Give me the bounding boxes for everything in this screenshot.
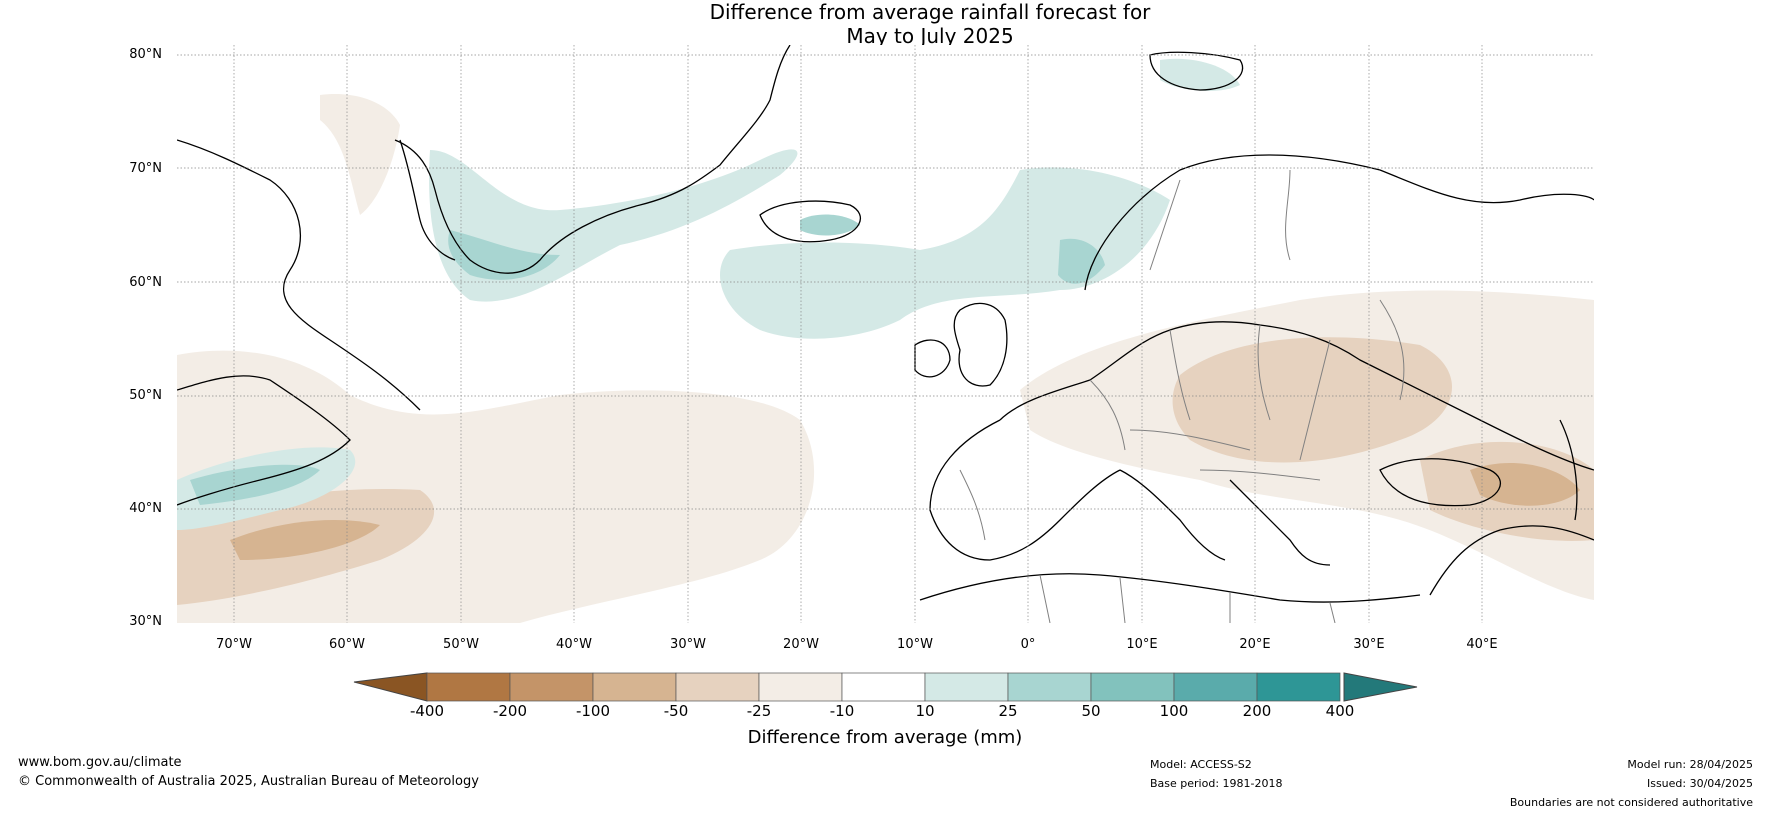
lon-label-40e: 40°E [1466,637,1498,652]
coastline-middle-east [1429,525,1594,596]
coastline-baffin [177,139,421,411]
lat-label-60n: 60°N [129,275,162,290]
footer-website: www.bom.gov.au/climate [18,755,182,770]
lat-label-40n: 40°N [129,501,162,516]
colorbar-tick-25: 25 [998,702,1018,720]
colorbar-cell [1090,672,1175,702]
wet-anomaly-norway-core [1058,238,1105,284]
border-east-europe [1299,339,1331,461]
colorbar-low-extension [353,672,428,702]
colorbar-tick-minus-25: -25 [746,702,772,720]
lon-label-10w: 10°W [897,637,933,652]
colorbar-tick-minus-100: -100 [575,702,611,720]
border-north-africa [1039,574,1336,623]
gridlines [177,45,1594,623]
colorbar-tick-minus-50: -50 [663,702,689,720]
colorbar-cell [924,672,1009,702]
coastline-british-isles [953,302,1008,387]
colorbar-cell [592,672,677,702]
border-alps [1129,429,1251,451]
wet-anomaly-shading [177,58,1240,530]
map-panel [177,45,1594,623]
colorbar-cell [426,672,511,702]
border-central-europe [1169,329,1191,421]
border-balkans [1199,469,1321,481]
colorbar-tick-100: 100 [1159,702,1189,720]
footer-model: Model: ACCESS-S2 [1150,758,1252,771]
map-title: Difference from average rainfall forecas… [0,0,1770,48]
coastline-greenland [394,45,791,274]
colorbar-cell [758,672,843,702]
lon-label-0: 0° [1020,637,1036,652]
footer-issued: Issued: 30/04/2025 [1646,777,1753,790]
lon-label-70w: 70°W [216,637,252,652]
colorbar-high-extension [1343,672,1418,702]
colorbar-cell [509,672,594,702]
border-iberia [959,469,986,541]
lon-label-30e: 30°E [1353,637,1385,652]
colorbar-title: Difference from average (mm) [747,727,1023,748]
colorbar-tick-minus-400: -400 [409,702,445,720]
lon-label-20e: 20°E [1239,637,1271,652]
wet-anomaly-iceland-core [800,214,860,236]
wet-anomaly-nova-scotia-core [190,464,320,505]
lon-label-40w: 40°W [556,637,592,652]
footer-model-run: Model run: 28/04/2025 [1627,758,1753,771]
border-russia [1379,299,1405,401]
colorbar [353,672,1418,702]
lat-label-30n: 30°N [129,614,162,629]
lon-label-20w: 20°W [783,637,819,652]
wet-anomaly-norwegian-sea [720,167,1170,339]
coastline-italy [1119,469,1226,561]
footer-disclaimer: Boundaries are not considered authoritat… [1509,796,1753,809]
border-sweden-finland [1285,169,1291,261]
colorbar-tick-10: 10 [915,702,935,720]
wet-anomaly-greenland-core [448,230,560,280]
lat-label-50n: 50°N [129,388,162,403]
footer-base-period: Base period: 1981-2018 [1150,777,1283,790]
map-title-line1: Difference from average rainfall forecas… [709,0,1151,24]
lon-label-50w: 50°W [443,637,479,652]
colorbar-tick-400: 400 [1325,702,1355,720]
lat-label-70n: 70°N [129,161,162,176]
coastline-caspian [1559,419,1578,521]
coastline-iberia [929,419,1121,561]
border-france-germany [1089,379,1126,451]
coastline-ireland [914,339,951,378]
colorbar-cell [1173,672,1258,702]
lat-label-80n: 80°N [129,47,162,62]
colorbar-cell [675,672,760,702]
footer-copyright: © Commonwealth of Australia 2025, Austra… [18,774,479,789]
coastline-iceland [759,200,862,243]
dry-anomaly-atlantic-center [230,520,380,560]
lon-label-10e: 10°E [1126,637,1158,652]
coastline-scandinavia [1084,154,1594,291]
lon-label-30w: 30°W [670,637,706,652]
colorbar-cell [1256,672,1341,702]
wet-anomaly-svalbard [1160,58,1240,92]
lon-label-60w: 60°W [329,637,365,652]
coastline-labrador [177,375,351,506]
border-norway-sweden [1149,179,1181,271]
colorbar-cell [841,672,926,702]
coastline-greenland-west [399,139,456,261]
dry-anomaly-caucasus-core [1470,462,1580,506]
border-poland [1257,324,1271,421]
colorbar-cells [426,672,1341,702]
colorbar-tick-50: 50 [1081,702,1101,720]
dry-anomaly-greenland-west [320,94,400,215]
dry-anomaly-europe-core [1172,337,1453,463]
map-title-line2: May to July 2025 [846,24,1014,48]
coastline-svalbard [1149,51,1244,91]
colorbar-tick-minus-10: -10 [829,702,855,720]
coastline-black-sea [1379,458,1502,507]
colorbar-tick-200: 200 [1242,702,1272,720]
coastline-balkans-greece [1229,479,1331,566]
country-borders [959,169,1405,623]
coastline-north-africa [919,573,1421,603]
dry-anomaly-shading [177,94,1594,623]
colorbar-cell [1007,672,1092,702]
colorbar-tick-minus-200: -200 [492,702,528,720]
